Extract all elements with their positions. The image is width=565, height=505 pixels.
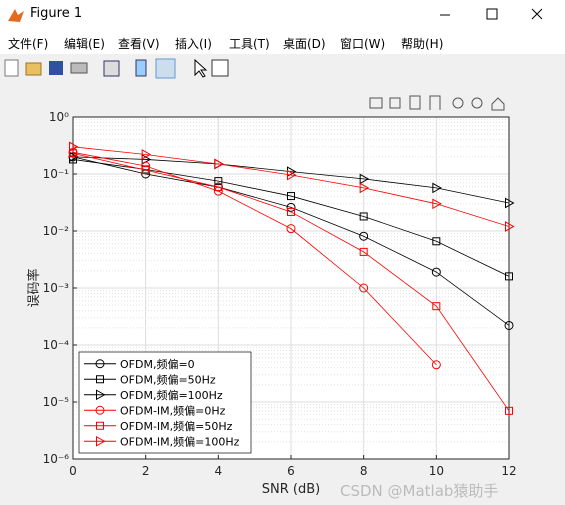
y-tick-label: 10⁻⁴: [43, 338, 70, 352]
data-point: [505, 221, 515, 232]
data-point: [431, 267, 441, 277]
legend-box: [78, 351, 252, 454]
legend-label: OFDM-IM,频偏=0Hz: [120, 403, 226, 417]
legend-marker: [96, 389, 106, 401]
x-tick-label: 4: [215, 464, 223, 478]
y-tick-label: 10⁻³: [43, 281, 70, 295]
data-point: [431, 360, 441, 370]
menu-item[interactable]: 编辑(E): [64, 37, 105, 51]
data-point: [359, 231, 369, 241]
data-point: [359, 212, 368, 221]
title-bar: Figure 1: [0, 0, 565, 30]
y-axis-label: 误码率: [26, 268, 42, 307]
data-point: [141, 166, 150, 175]
window-controls[interactable]: [440, 0, 560, 30]
series-line: [72, 152, 510, 412]
menu-item[interactable]: 插入(I): [175, 37, 212, 51]
data-point: [287, 192, 295, 201]
x-tick-label: 10: [429, 464, 444, 478]
data-point: [141, 149, 152, 160]
toolbar-icons[interactable]: [0, 55, 240, 82]
menu-item[interactable]: 桌面(D): [283, 37, 326, 51]
toolbar: [0, 55, 565, 83]
legend-marker: [96, 375, 104, 384]
data-point: [69, 141, 79, 153]
series-line: [72, 146, 510, 227]
axes-toolbar[interactable]: [369, 95, 505, 111]
data-point: [214, 177, 223, 186]
legend-marker: [95, 405, 105, 415]
data-point: [287, 207, 295, 216]
menu-item[interactable]: 查看(V): [118, 37, 160, 51]
menu-item[interactable]: 文件(F): [8, 37, 49, 51]
data-point: [432, 237, 441, 246]
series-line: [72, 159, 510, 277]
data-point: [505, 272, 513, 281]
legend-label: OFDM-IM,频偏=50Hz: [120, 419, 233, 433]
y-tick-label: 10⁻²: [43, 224, 70, 238]
data-point: [505, 197, 515, 209]
app-icon: [8, 9, 24, 22]
data-point: [432, 182, 442, 194]
legend-marker: [96, 421, 104, 430]
data-point: [432, 198, 442, 210]
x-tick-label: 0: [69, 464, 77, 478]
menu-bar: 文件(F) 编辑(E) 查看(V) 插入(I) 工具(T) 桌面(D) 窗口(W) 帮助(H): [0, 30, 565, 54]
y-tick-label: 10⁻⁶: [43, 452, 70, 466]
legend-label: OFDM,频偏=50Hz: [120, 372, 216, 386]
window-title: Figure 1: [30, 6, 83, 21]
data-point: [359, 283, 369, 293]
menu-item[interactable]: 工具(T): [229, 37, 270, 51]
x-axis-label: SNR (dB): [262, 482, 320, 497]
axes-box: [72, 116, 510, 460]
menu-item[interactable]: 帮助(H): [401, 37, 444, 51]
data-point: [359, 247, 368, 256]
data-point: [504, 320, 514, 330]
legend-label: OFDM,频偏=0: [120, 357, 195, 371]
data-point: [505, 406, 513, 415]
x-tick-label: 6: [287, 464, 295, 478]
figure: CSDN @Matlab猿助手 10⁻⁶ 10⁻⁵ 10⁻⁴ 10⁻³ 10⁻² 10⁻¹…: [0, 82, 565, 505]
data-point: [214, 158, 224, 170]
y-tick-label: 10⁰: [49, 110, 69, 124]
menu-item[interactable]: 窗口(W): [340, 37, 386, 51]
legend-label: OFDM-IM,频偏=100Hz: [120, 434, 240, 448]
series-line: [72, 156, 510, 204]
legend-marker: [96, 435, 106, 447]
legend-label: OFDM,频偏=100Hz: [120, 388, 223, 402]
watermark: CSDN @Matlab猿助手: [340, 482, 498, 500]
data-point: [214, 183, 223, 192]
data-point: [286, 224, 296, 234]
data-point: [359, 173, 370, 185]
x-tick-label: 12: [501, 464, 516, 478]
data-point: [359, 182, 370, 194]
x-tick-label: 2: [142, 464, 150, 478]
data-point: [287, 169, 297, 181]
y-tick-label: 10⁻⁵: [43, 395, 70, 409]
data-point: [432, 302, 441, 311]
data-point: [286, 202, 296, 212]
y-tick-label: 10⁻¹: [43, 167, 70, 181]
series-line: [72, 151, 437, 366]
x-tick-label: 8: [360, 464, 368, 478]
legend-marker: [95, 359, 105, 369]
